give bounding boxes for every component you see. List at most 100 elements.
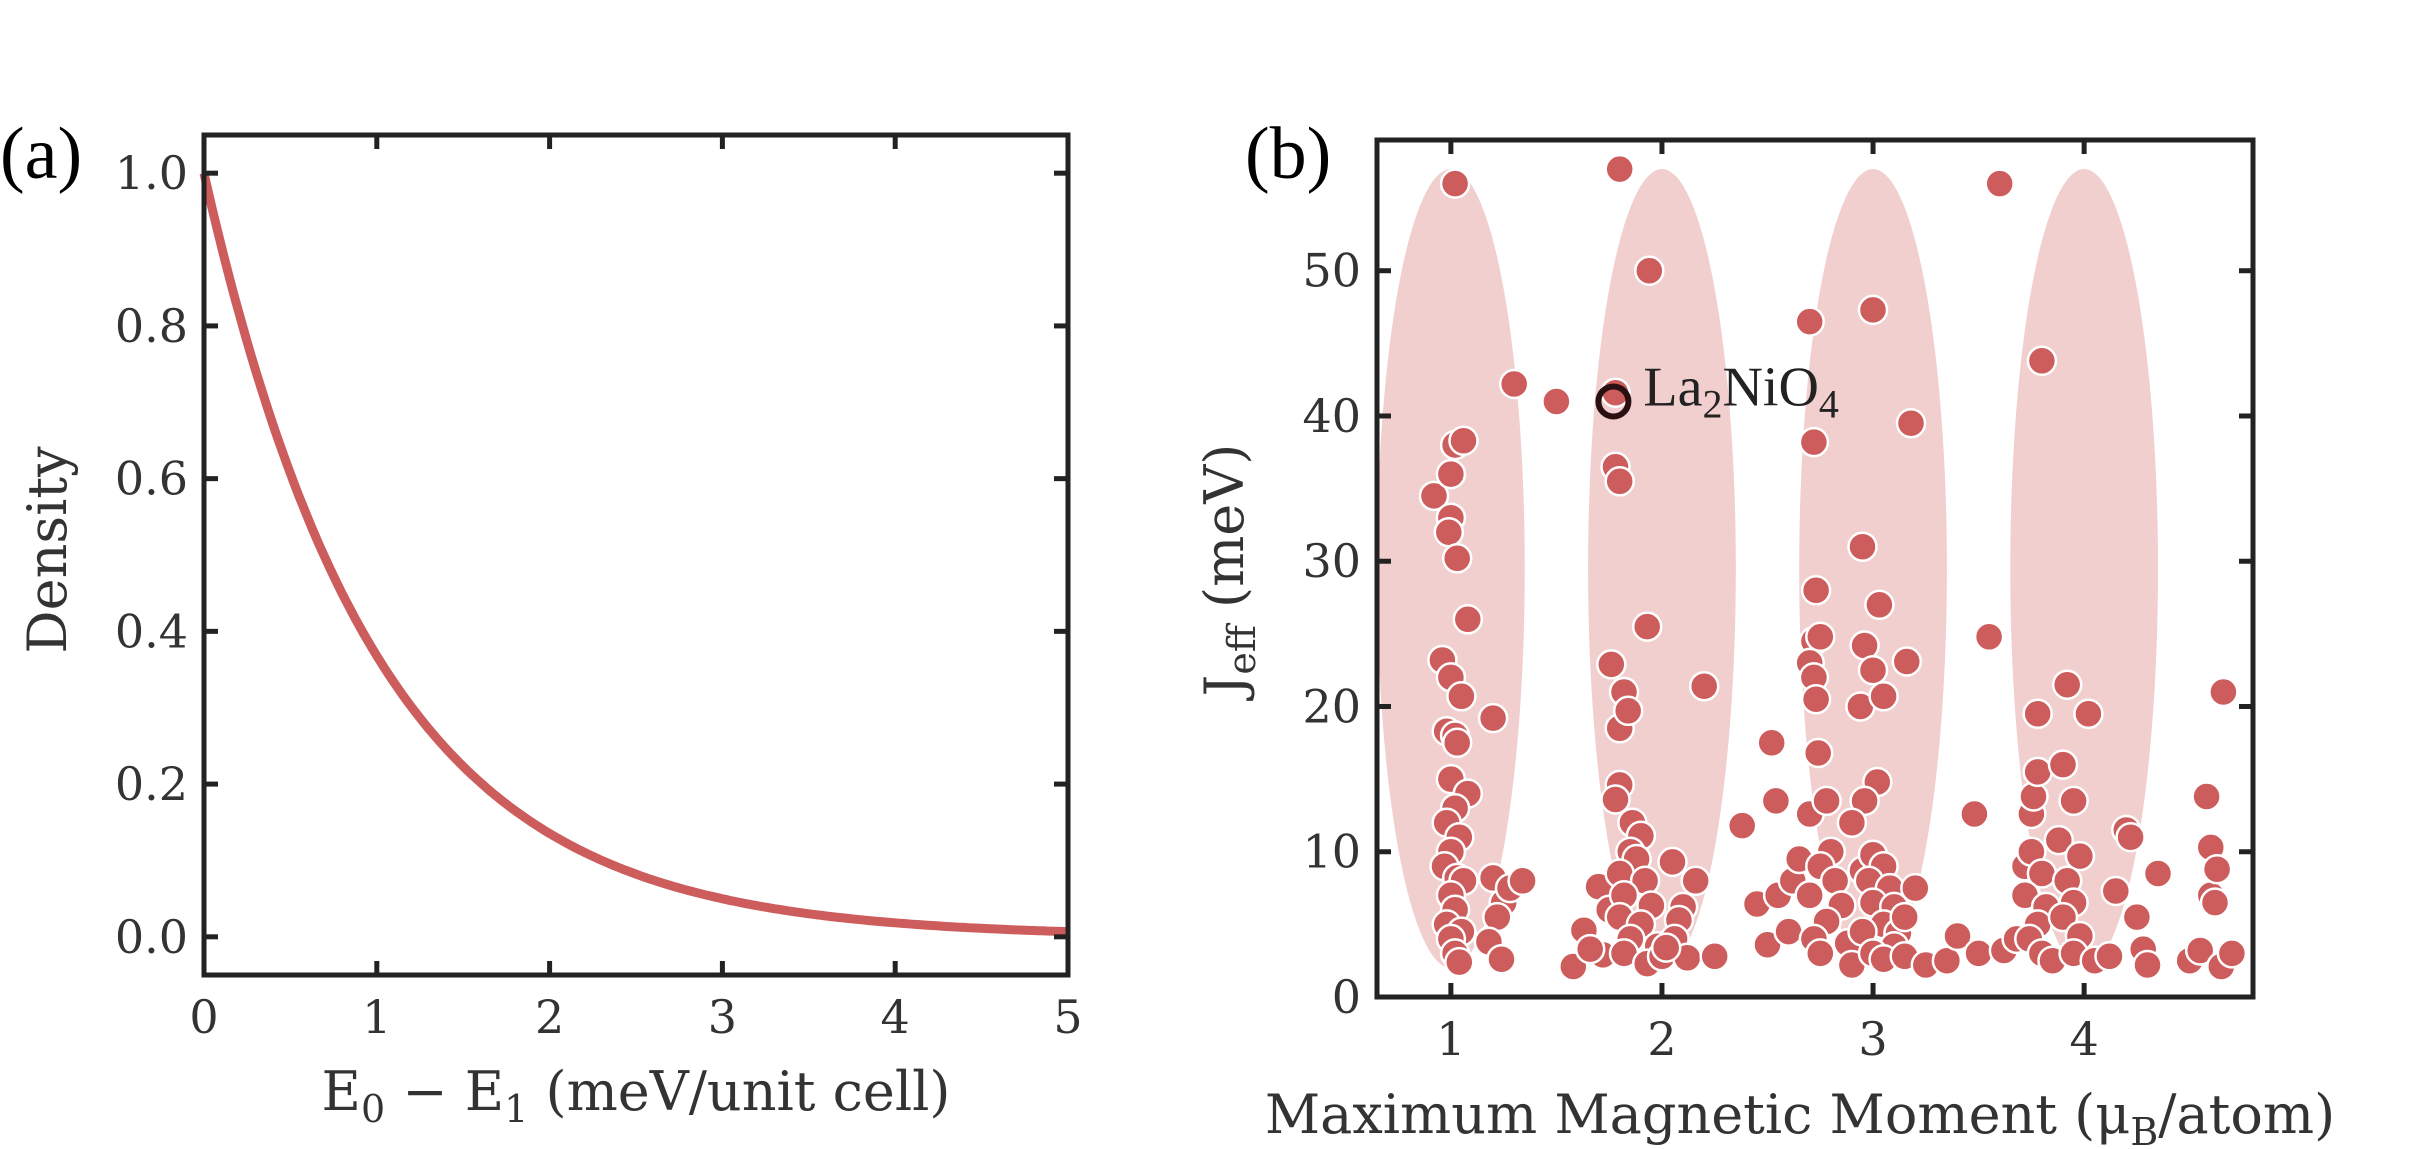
scatter-point [1448,425,1479,456]
scatter-point [1688,670,1720,702]
scatter-point [2100,875,2132,907]
scatter-point [1604,153,1635,185]
panel-a-y-axis-title: Density [16,446,79,654]
scatter-point [1650,932,1682,963]
scatter-point [1596,649,1627,680]
scatter-point [2026,345,2058,377]
scatter-point [1811,785,1842,817]
scatter-point [2184,935,2216,966]
scatter-point [2208,676,2239,708]
scatter-point [1699,941,1730,972]
panel-a-y-tick-label: 0.6 [115,452,188,506]
scatter-point [1805,938,1836,969]
scatter-point [1756,727,1787,759]
panel-b-y-tick-label: 10 [1302,825,1361,879]
scatter-point [1631,611,1663,642]
scatter-point [1477,702,1509,734]
scatter-point [1433,516,1465,548]
scatter-point [1973,621,2005,653]
scatter-point [1600,784,1631,815]
panel-b-label: (b) [1245,113,1331,195]
scatter-point [2058,785,2089,817]
la2nio4-marker [1595,383,1632,420]
scatter-point [2132,949,2163,981]
panel-b-y-axis-title: Jeff (meV) [1193,444,1264,702]
scatter-point [1891,646,1923,677]
scatter-point [2051,669,2083,700]
scatter-point [1819,865,1851,897]
scatter-point [1441,543,1473,574]
scatter-point [1984,168,2015,199]
scatter-point [1959,798,1990,830]
panel-b-x-tick-label: 4 [2069,1012,2098,1066]
scatter-point [1942,920,1973,952]
scatter-point [1486,943,1517,975]
scatter-point [1680,865,1711,897]
scatter-point [2073,698,2104,730]
scatter-point [1794,306,1825,337]
scatter-point [1895,407,1927,439]
scatter-point [1444,946,1475,978]
panel-b-x-tick-label: 1 [1436,1012,1465,1066]
scatter-point [2121,901,2153,933]
scatter-point [1889,901,1920,933]
scatter-point [1498,368,1530,400]
scatter-point [1798,426,1830,458]
scatter-point [1800,683,1832,715]
scatter-point [1800,575,1832,606]
panel-a-x-tick-label: 3 [708,990,737,1044]
scatter-point [2022,698,2053,730]
panel-b-x-tick-label: 3 [1858,1012,1887,1066]
scatter-point [1574,933,1606,965]
scatter-point [1507,865,1538,897]
panel-a-y-tick-label: 1.0 [115,146,188,200]
panel-b-x-tick-label: 2 [1647,1012,1676,1066]
panel-b-jeff-scatter: (b) La2NiO4 1 2 3 4 0 10 20 30 40 50 Maximum Mag… [1193,113,2335,1149]
scatter-point [1634,255,1665,286]
scatter-point [2043,824,2075,856]
panel-a-density-curve: (a) 0 1 2 3 4 5 0.0 0.2 0.4 0.6 0.8 1.0 E0 − E1 (m… [0,113,1083,1131]
scatter-point [1418,480,1450,512]
scatter-point [1439,168,1471,199]
panel-a-x-tick-label: 1 [362,990,391,1044]
panel-a-x-tick-label: 0 [189,990,218,1044]
scatter-point [2018,781,2049,812]
moment-group-ellipse [1588,169,1736,968]
scatter-point [1446,681,1477,712]
scatter-point [2115,821,2146,853]
scatter-point [2201,853,2233,885]
scatter-point [1857,654,1889,686]
scatter-point [2216,938,2248,969]
panel-b-x-axis-title: Maximum Magnetic Moment (μB/atom) [1265,1083,2335,1149]
scatter-point [1435,458,1467,490]
panel-a-y-tick-label: 0.0 [115,910,188,964]
panel-a-y-tick-label: 0.8 [115,299,188,353]
panel-a-y-tick-label: 0.2 [115,757,188,811]
panel-b-y-tick-label: 40 [1302,389,1361,443]
scatter-point [1726,810,1758,841]
la2nio4-label: La2NiO4 [1643,356,1839,426]
panel-a-x-tick-label: 4 [881,990,910,1044]
panel-b-y-ticks: 0 10 20 30 40 50 [1302,244,2253,1024]
la2nio4-annotation: La2NiO4 [1595,356,1839,426]
panel-b-axes-frame [1374,137,2256,1000]
scatter-point [2047,749,2079,780]
scatter-point [1847,531,1878,562]
scatter-point [2022,756,2053,788]
scatter-point [1441,727,1473,759]
scatter-point [1963,938,1994,969]
panel-a-y-tick-label: 0.4 [115,604,188,658]
panel-a-x-ticks: 0 1 2 3 4 5 [189,135,1083,1044]
panel-a-x-tick-label: 2 [535,990,564,1044]
panel-b-y-tick-label: 0 [1332,970,1361,1024]
panel-b-y-tick-label: 20 [1302,679,1361,733]
scatter-point [1452,604,1484,635]
panel-a-y-ticks: 0.0 0.2 0.4 0.6 0.8 1.0 [115,146,1068,964]
scatter-point [2142,858,2174,889]
scatter-point [1900,872,1931,904]
panel-a-x-axis-title: E0 − E1 (meV/unit cell) [322,1060,951,1131]
scatter-point [1794,880,1825,911]
scatter-point [1604,466,1635,497]
density-curve-line [199,172,1069,937]
panel-b-y-tick-label: 50 [1302,244,1361,298]
